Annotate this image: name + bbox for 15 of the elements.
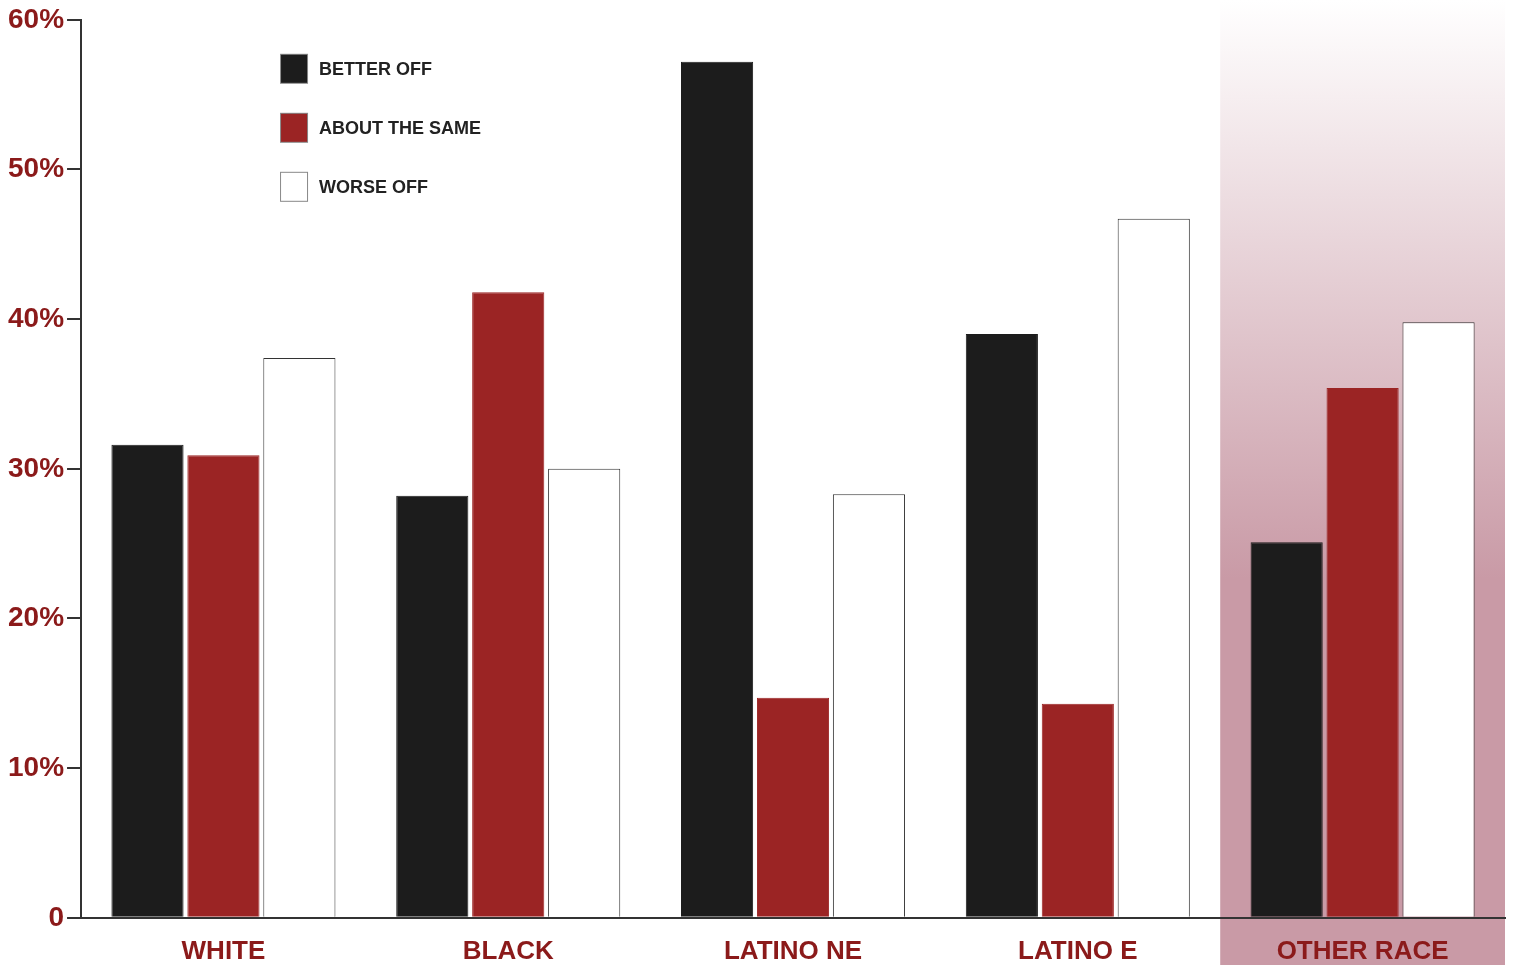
legend-label: WORSE OFF xyxy=(319,176,429,197)
x-tick-label: LATINO NE xyxy=(723,934,863,965)
y-tick-label: 20% xyxy=(7,601,65,633)
y-tick-label: 30% xyxy=(7,451,65,483)
x-tick-label: WHITE xyxy=(181,934,266,965)
legend-label: BETTER OFF xyxy=(319,58,433,79)
x-tick-label: BLACK xyxy=(462,934,554,965)
y-tick-label: 60% xyxy=(7,2,65,34)
y-tick-label: 10% xyxy=(7,750,65,782)
y-tick-label: 50% xyxy=(7,152,65,184)
x-tick-label: LATINO E xyxy=(1018,934,1138,965)
y-tick-label: 40% xyxy=(7,301,65,333)
x-tick-label: OTHER RACE xyxy=(1276,934,1449,965)
y-tick-label: 0 xyxy=(48,900,65,932)
legend-label: ABOUT THE SAME xyxy=(319,117,482,138)
